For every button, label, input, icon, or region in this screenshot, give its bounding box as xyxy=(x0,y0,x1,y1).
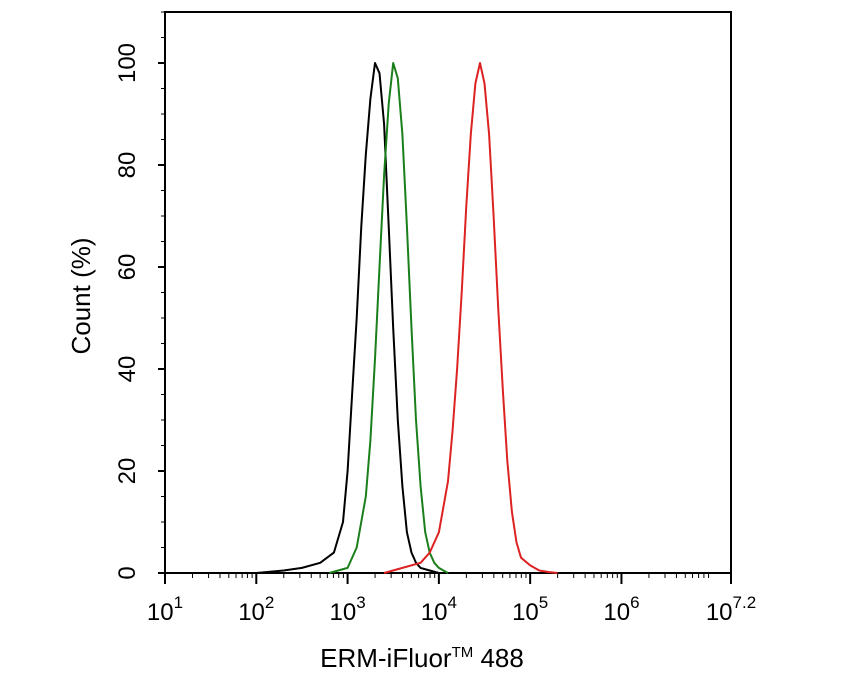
series-line-3 xyxy=(383,62,558,574)
x-major-ticks: 101 102 103 104 105 106 107.2 xyxy=(147,573,756,626)
y-tick-label: 0 xyxy=(114,566,141,579)
y-tick-label: 60 xyxy=(114,254,141,281)
x-tick-label: 106 xyxy=(603,593,639,626)
x-tick-label: 101 xyxy=(147,593,183,626)
x-axis-title-main: ERM-iFluor xyxy=(320,643,452,673)
y-axis-title: Count (%) xyxy=(66,237,96,354)
x-tick-label: 103 xyxy=(329,593,365,626)
y-tick-label: 80 xyxy=(114,152,141,179)
x-axis-title-superscript: TM xyxy=(452,644,474,661)
x-tick-label: 107.2 xyxy=(706,593,756,626)
plot-frame xyxy=(164,11,732,574)
x-axis-title: ERM-iFluorTM 488 xyxy=(320,643,524,673)
series-layer xyxy=(256,62,558,574)
y-tick-label: 20 xyxy=(114,458,141,485)
x-tick-label: 105 xyxy=(512,593,548,626)
series-line-1 xyxy=(256,62,440,574)
x-axis-title-suffix: 488 xyxy=(473,643,524,673)
y-ticks: 0 20 40 60 80 100 xyxy=(114,11,165,580)
x-tick-label: 102 xyxy=(238,593,274,626)
series-line-2 xyxy=(329,62,449,574)
y-tick-label: 100 xyxy=(114,43,141,83)
y-tick-label: 40 xyxy=(114,356,141,383)
x-tick-label: 104 xyxy=(421,593,457,626)
x-minor-ticks xyxy=(191,573,710,578)
